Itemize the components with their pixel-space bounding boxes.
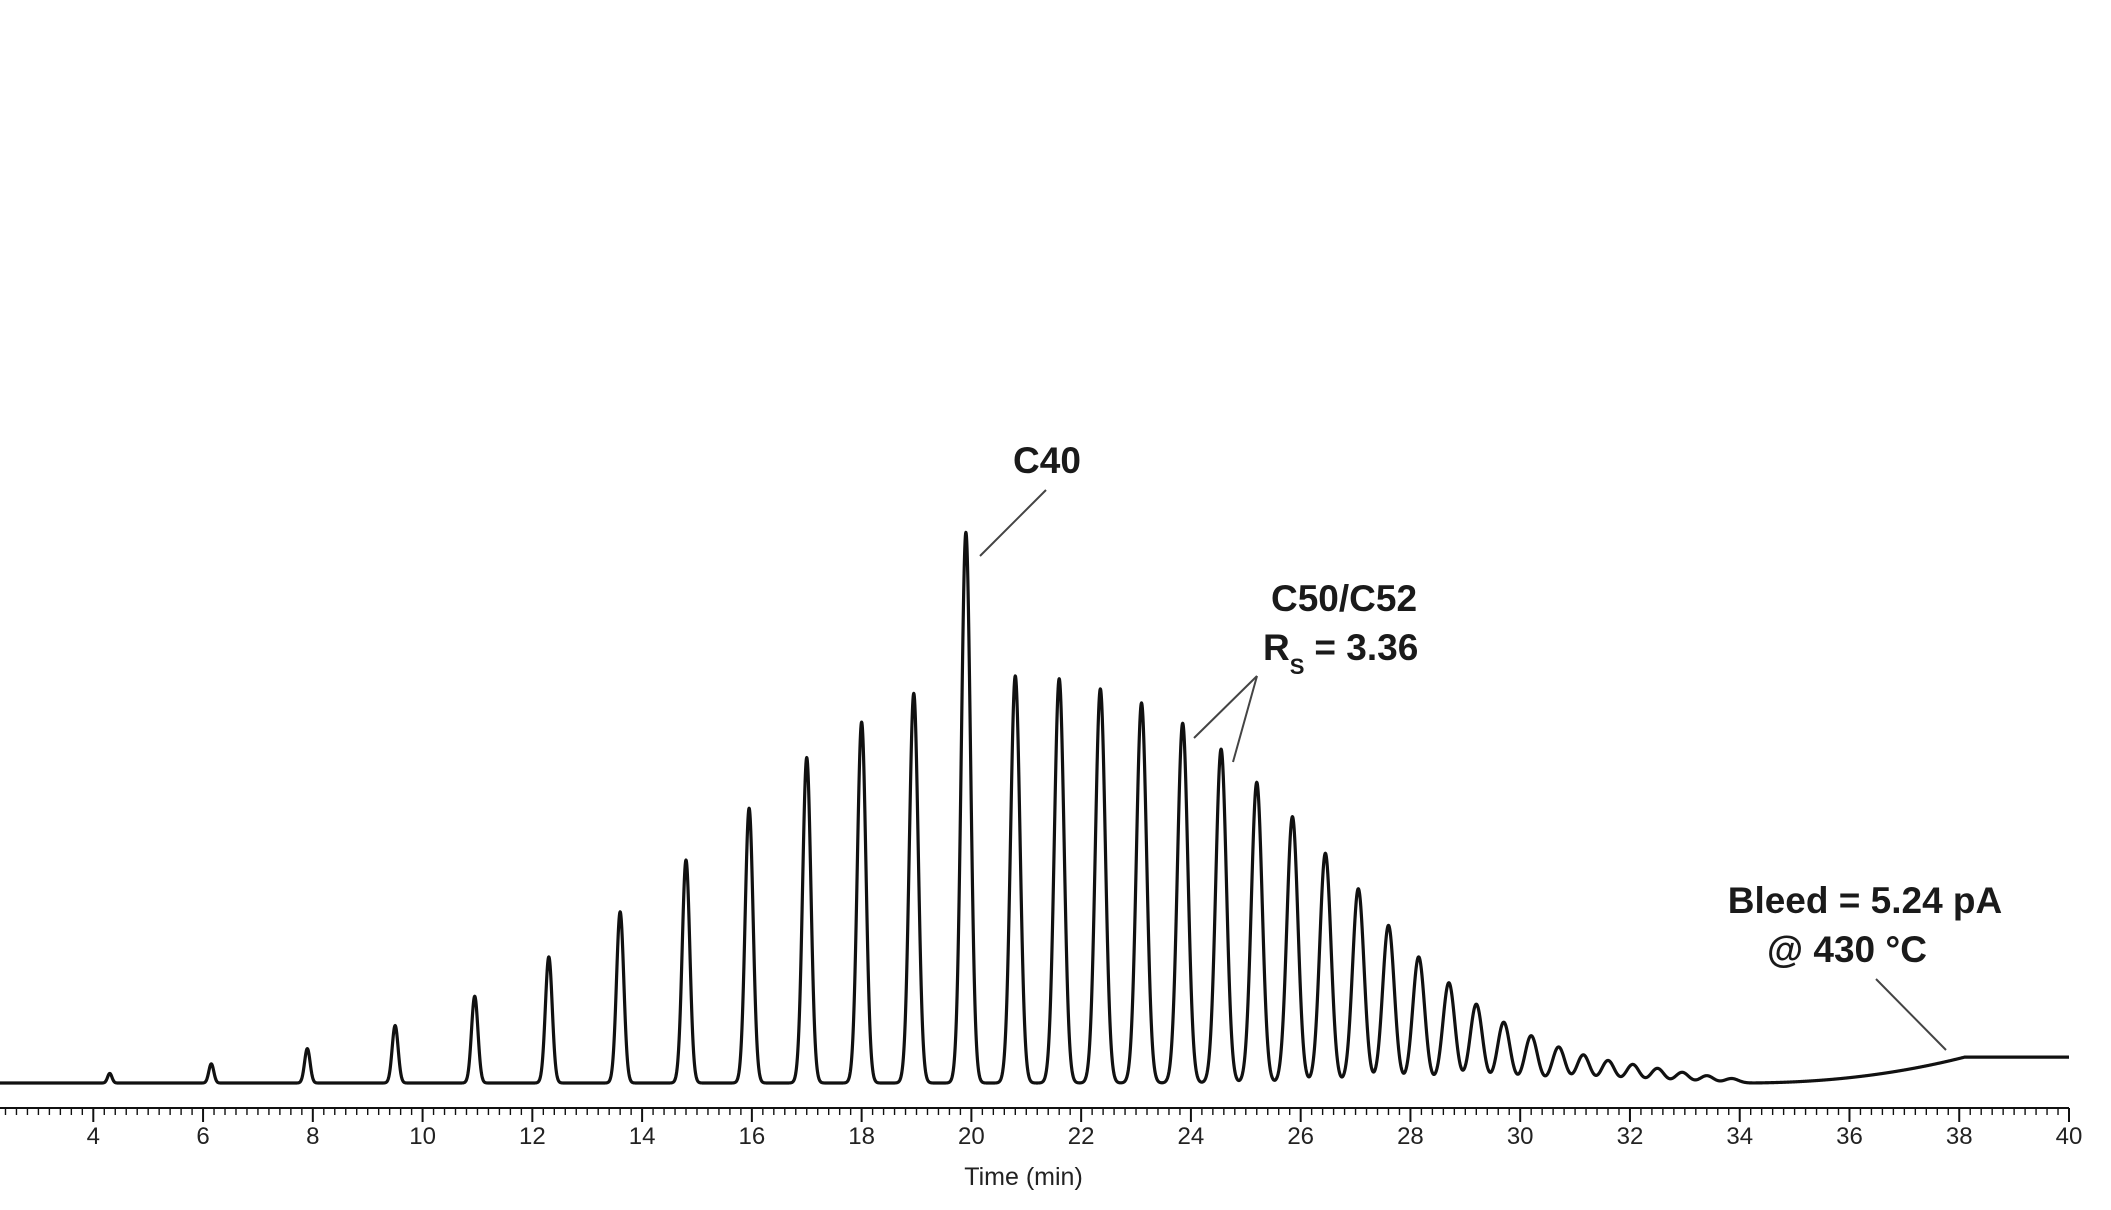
peak-point bbox=[1473, 1001, 1479, 1007]
peak-point bbox=[1218, 746, 1224, 752]
x-tick-label: 26 bbox=[1287, 1123, 1314, 1150]
peak-point bbox=[1446, 980, 1452, 986]
peak-point bbox=[1501, 1019, 1507, 1025]
x-axis-title: Time (min) bbox=[964, 1163, 1083, 1191]
resolution-symbol: R bbox=[1263, 627, 1290, 668]
x-tick-label: 12 bbox=[519, 1123, 546, 1150]
peak-point bbox=[1728, 1075, 1734, 1081]
peak-point bbox=[1385, 922, 1391, 928]
peak-point bbox=[1416, 954, 1422, 960]
x-tick-label: 6 bbox=[196, 1123, 209, 1150]
x-tick-label: 28 bbox=[1397, 1123, 1424, 1150]
peak-point bbox=[1097, 686, 1103, 692]
peak-point bbox=[1322, 850, 1328, 856]
peak-point bbox=[746, 805, 752, 811]
annotation-bleed-label: Bleed = 5.24 pA bbox=[1728, 880, 2003, 921]
annotation-c40-label: C40 bbox=[1013, 440, 1081, 481]
peak-point bbox=[304, 1046, 310, 1052]
x-tick-label: 10 bbox=[409, 1123, 436, 1150]
annotation-resolution-label: RS = 3.36 bbox=[1263, 627, 1418, 679]
x-tick-label: 20 bbox=[958, 1123, 985, 1150]
peak-point bbox=[963, 529, 969, 535]
x-tick-label: 16 bbox=[739, 1123, 766, 1150]
x-tick-label: 14 bbox=[629, 1123, 656, 1150]
peak-point bbox=[1630, 1061, 1636, 1067]
peak-point bbox=[1654, 1065, 1660, 1071]
peak-point bbox=[1289, 814, 1295, 820]
x-tick-label: 8 bbox=[306, 1123, 319, 1150]
peak-point bbox=[1012, 673, 1018, 679]
x-tick-label: 34 bbox=[1726, 1123, 1753, 1150]
peak-point bbox=[472, 993, 478, 999]
peak-point bbox=[911, 690, 917, 696]
annotation-bleed-temperature: @ 430 °C bbox=[1767, 929, 1927, 970]
peak-point bbox=[546, 954, 552, 960]
annotation-c50-c52-label: C50/C52 bbox=[1271, 578, 1417, 619]
peak-point bbox=[392, 1023, 398, 1029]
x-axis-tick-labels: 4 6 8 10 12 14 16 18 20 22 24 26 28 30 32 34 36 38 40 bbox=[87, 1123, 2083, 1150]
annotation-bleed: Bleed = 5.24 pA @ 430 °C bbox=[1728, 880, 2003, 1051]
resolution-value: = 3.36 bbox=[1314, 627, 1418, 668]
annotation-c40-leader bbox=[979, 489, 1047, 557]
peak-point bbox=[1679, 1069, 1685, 1075]
peak-point bbox=[1528, 1033, 1534, 1039]
annotation-c50-c52: C50/C52 RS = 3.36 bbox=[1193, 578, 1418, 763]
x-tick-label: 30 bbox=[1507, 1123, 1534, 1150]
peak-point bbox=[683, 857, 689, 863]
peak-point bbox=[859, 719, 865, 725]
annotation-c40: C40 bbox=[979, 440, 1081, 557]
annotation-c52-leader bbox=[1232, 675, 1258, 763]
peak-point bbox=[804, 755, 810, 761]
peak-point bbox=[107, 1070, 113, 1076]
peak-point bbox=[617, 909, 623, 915]
x-tick-label: 22 bbox=[1068, 1123, 1095, 1150]
annotation-bleed-leader bbox=[1875, 978, 1947, 1051]
chromatogram-trace bbox=[0, 530, 2071, 1085]
peak-point bbox=[1355, 886, 1361, 892]
peak-point bbox=[1139, 700, 1145, 706]
peak-point bbox=[1254, 779, 1260, 785]
chromatogram-trace-layer bbox=[0, 529, 2071, 1085]
x-tick-label: 24 bbox=[1178, 1123, 1205, 1150]
x-tick-label: 32 bbox=[1617, 1123, 1644, 1150]
x-axis-ticks bbox=[4, 1108, 2070, 1122]
peak-point bbox=[1704, 1073, 1710, 1079]
peak-point bbox=[1605, 1057, 1611, 1063]
resolution-subscript: S bbox=[1290, 654, 1305, 679]
peak-point bbox=[1056, 676, 1062, 682]
peak-point bbox=[1580, 1052, 1586, 1058]
x-tick-label: 18 bbox=[848, 1123, 875, 1150]
peak-point bbox=[208, 1061, 214, 1067]
annotation-c50-leader bbox=[1193, 675, 1258, 739]
peak-point bbox=[1180, 720, 1186, 726]
x-tick-label: 4 bbox=[87, 1123, 100, 1150]
x-tick-label: 38 bbox=[1946, 1123, 1973, 1150]
peak-point bbox=[1556, 1044, 1562, 1050]
x-tick-label: 36 bbox=[1836, 1123, 1863, 1150]
x-tick-label: 40 bbox=[2056, 1123, 2083, 1150]
